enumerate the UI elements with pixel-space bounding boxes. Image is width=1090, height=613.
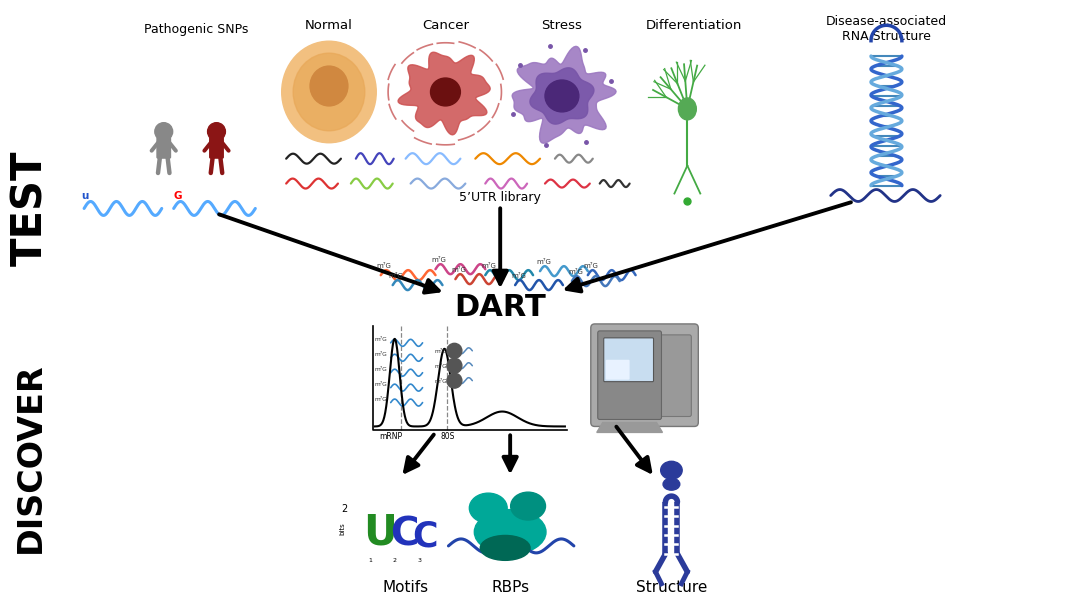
- FancyBboxPatch shape: [591, 324, 699, 427]
- FancyBboxPatch shape: [209, 137, 223, 158]
- Ellipse shape: [281, 41, 376, 143]
- Text: G: G: [173, 191, 182, 202]
- Text: U: U: [363, 512, 397, 554]
- FancyBboxPatch shape: [606, 360, 630, 379]
- Text: Disease-associated
RNA Structure: Disease-associated RNA Structure: [826, 15, 947, 44]
- Circle shape: [155, 123, 172, 140]
- Text: Normal: Normal: [305, 19, 353, 32]
- Text: C: C: [390, 516, 419, 554]
- Text: m⁷G: m⁷G: [375, 397, 388, 402]
- Text: m⁷G: m⁷G: [511, 273, 526, 279]
- Circle shape: [447, 373, 462, 388]
- Polygon shape: [398, 52, 490, 135]
- Text: 3: 3: [417, 558, 422, 563]
- Text: m⁷G: m⁷G: [375, 352, 388, 357]
- Text: Structure: Structure: [635, 580, 707, 595]
- Text: m⁷G: m⁷G: [568, 269, 583, 275]
- Text: RBPs: RBPs: [492, 580, 530, 595]
- FancyBboxPatch shape: [604, 338, 654, 382]
- FancyBboxPatch shape: [157, 137, 170, 158]
- Text: 80S: 80S: [440, 432, 455, 441]
- Text: mRNP: mRNP: [378, 432, 402, 441]
- Polygon shape: [596, 422, 663, 432]
- Text: m⁷G: m⁷G: [451, 267, 467, 273]
- Text: m⁷G: m⁷G: [435, 364, 447, 369]
- Text: Motifs: Motifs: [383, 580, 428, 595]
- Ellipse shape: [678, 98, 697, 120]
- Text: C: C: [413, 520, 438, 554]
- Text: 1: 1: [367, 558, 372, 563]
- Text: bits: bits: [339, 522, 344, 535]
- Ellipse shape: [474, 509, 546, 554]
- Ellipse shape: [510, 492, 545, 520]
- Text: u: u: [81, 191, 88, 202]
- Text: 5’UTR library: 5’UTR library: [459, 191, 541, 205]
- Text: Pathogenic SNPs: Pathogenic SNPs: [144, 23, 249, 36]
- Text: m⁷G: m⁷G: [435, 379, 447, 384]
- Ellipse shape: [431, 78, 460, 106]
- Text: Differentiation: Differentiation: [646, 19, 742, 32]
- Ellipse shape: [310, 66, 348, 106]
- FancyBboxPatch shape: [373, 326, 567, 430]
- Text: Stress: Stress: [542, 19, 582, 32]
- Circle shape: [447, 358, 462, 373]
- Circle shape: [207, 123, 226, 140]
- Text: m⁷G: m⁷G: [482, 263, 496, 269]
- Text: m⁷G: m⁷G: [375, 337, 388, 342]
- Ellipse shape: [470, 493, 507, 523]
- FancyBboxPatch shape: [597, 331, 662, 419]
- Polygon shape: [512, 47, 616, 143]
- Ellipse shape: [481, 536, 530, 560]
- FancyBboxPatch shape: [657, 335, 691, 416]
- Text: m⁷G: m⁷G: [389, 273, 403, 279]
- Text: m⁷G: m⁷G: [435, 349, 447, 354]
- Text: m⁷G: m⁷G: [375, 367, 388, 371]
- Circle shape: [447, 343, 462, 358]
- Ellipse shape: [663, 478, 680, 490]
- Text: 2: 2: [392, 558, 397, 563]
- Text: DART: DART: [455, 294, 546, 322]
- Text: 2: 2: [341, 504, 348, 514]
- Text: TEST: TEST: [10, 151, 51, 266]
- Text: m⁷G: m⁷G: [377, 263, 391, 269]
- Ellipse shape: [545, 80, 579, 112]
- Polygon shape: [530, 68, 594, 124]
- Text: DISCOVER: DISCOVER: [14, 362, 47, 553]
- Text: m⁷G: m⁷G: [432, 257, 447, 263]
- Ellipse shape: [661, 462, 682, 479]
- Text: m⁷G: m⁷G: [584, 263, 598, 269]
- Text: Cancer: Cancer: [422, 19, 469, 32]
- Text: m⁷G: m⁷G: [375, 382, 388, 387]
- Ellipse shape: [293, 53, 365, 131]
- Text: m⁷G: m⁷G: [536, 259, 550, 265]
